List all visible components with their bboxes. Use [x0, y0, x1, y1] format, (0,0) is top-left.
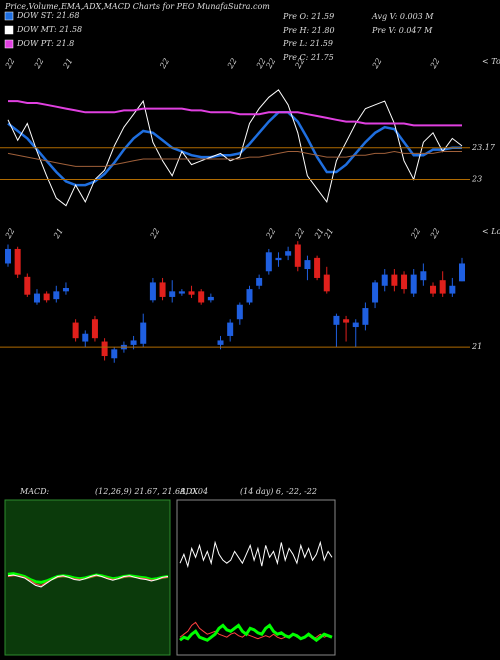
- stat: Pre C: 21.75: [282, 53, 334, 62]
- level-label: 21: [471, 342, 482, 351]
- panel-title: MACD:: [19, 487, 50, 496]
- panel-frame: [176, 499, 336, 656]
- candle-body: [101, 341, 108, 357]
- edge-label: < Topo: [482, 57, 500, 66]
- legend-label: DOW MT: 21.58: [16, 25, 82, 34]
- candle-body: [449, 285, 456, 294]
- series-line: [8, 100, 462, 127]
- stat: Pre H: 21.80: [282, 26, 335, 35]
- candle-body: [130, 340, 137, 345]
- candle-body: [352, 322, 359, 328]
- series-line: [7, 111, 462, 187]
- candle-body: [82, 333, 89, 342]
- candle-body: [188, 291, 195, 295]
- candle-body: [72, 322, 79, 339]
- candle-body: [391, 274, 398, 286]
- candle-body: [430, 285, 437, 294]
- candle-body: [333, 315, 340, 325]
- candle-body: [265, 252, 272, 272]
- candle-body: [275, 257, 282, 261]
- legend-swatch: [4, 25, 14, 35]
- stat: Pre V: 0.047 M: [371, 26, 433, 35]
- candle-body: [53, 291, 60, 300]
- stat: Pre L: 21.59: [282, 39, 333, 48]
- candle-body: [285, 251, 292, 256]
- candle-body: [14, 248, 21, 275]
- candle-body: [410, 274, 417, 294]
- candle-body: [178, 291, 185, 294]
- series-line: [7, 574, 169, 588]
- candle-body: [43, 293, 50, 301]
- candle-body: [362, 308, 369, 325]
- candle-body: [5, 248, 11, 264]
- series-line: [179, 540, 333, 569]
- level-label: 23.17: [471, 143, 496, 152]
- candle-body: [33, 293, 40, 303]
- edge-label: < Lows: [482, 227, 500, 236]
- candle-body: [207, 296, 214, 301]
- candle-body: [323, 274, 330, 292]
- legend-label: DOW ST: 21.68: [16, 11, 79, 20]
- series-line: [179, 623, 333, 643]
- candle-body: [24, 276, 31, 295]
- candle-body: [304, 260, 311, 270]
- candle-body: [149, 282, 156, 301]
- candle-body: [111, 349, 118, 359]
- stat: Avg V: 0.003 M: [371, 12, 434, 21]
- panel-subtitle: (14 day) 6, -22, -22: [240, 487, 317, 496]
- legend-swatch: [4, 39, 14, 49]
- candle-body: [91, 319, 98, 339]
- candle-body: [294, 244, 301, 267]
- candle-body: [343, 319, 350, 323]
- candle-body: [381, 274, 388, 286]
- candle-body: [314, 257, 321, 278]
- candle-body: [159, 282, 166, 297]
- series-line: [7, 150, 462, 167]
- panel-subtitle: (12,26,9) 21.67, 21.68, 0.04: [95, 487, 208, 496]
- candle-body: [420, 271, 427, 281]
- candle-body: [217, 340, 224, 345]
- legend-swatch: [4, 11, 14, 21]
- candle-body: [169, 291, 176, 297]
- candle-body: [372, 282, 379, 303]
- candle-body: [62, 288, 69, 292]
- candle-body: [198, 291, 205, 303]
- stat: Pre O: 21.59: [282, 12, 334, 21]
- candle-body: [227, 322, 234, 336]
- level-label: 23: [471, 175, 482, 184]
- candle-body: [246, 289, 253, 303]
- candle-body: [256, 277, 263, 286]
- page-title: Price,Volume,EMA,ADX,MACD Charts for PEO…: [4, 2, 270, 11]
- candle-body: [439, 280, 446, 294]
- candle-body: [236, 304, 243, 320]
- candle-body: [459, 263, 465, 282]
- candle-body: [401, 274, 408, 290]
- legend-label: DOW PT: 21.8: [16, 39, 74, 48]
- panel-title: ADX: [179, 487, 198, 496]
- candle-body: [140, 322, 147, 344]
